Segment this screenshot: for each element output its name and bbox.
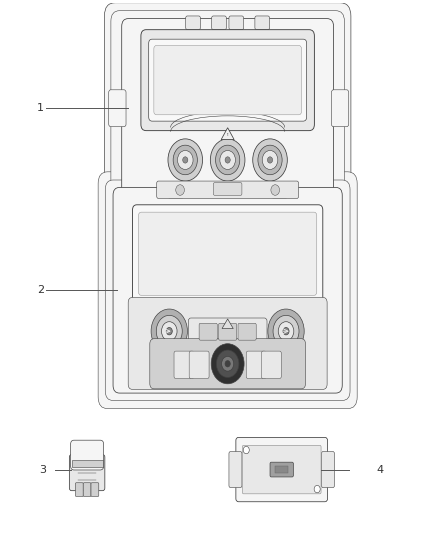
Circle shape bbox=[210, 139, 245, 181]
Text: 3: 3 bbox=[39, 465, 46, 474]
FancyBboxPatch shape bbox=[98, 172, 357, 409]
Circle shape bbox=[166, 327, 172, 335]
FancyBboxPatch shape bbox=[255, 16, 270, 30]
FancyBboxPatch shape bbox=[71, 461, 102, 467]
FancyBboxPatch shape bbox=[174, 351, 194, 378]
FancyBboxPatch shape bbox=[154, 45, 301, 115]
Circle shape bbox=[151, 309, 187, 353]
FancyBboxPatch shape bbox=[332, 90, 349, 127]
Circle shape bbox=[156, 316, 182, 347]
Circle shape bbox=[183, 157, 188, 163]
Circle shape bbox=[173, 145, 198, 175]
Circle shape bbox=[216, 350, 239, 377]
FancyBboxPatch shape bbox=[157, 181, 299, 198]
FancyBboxPatch shape bbox=[189, 351, 209, 378]
Circle shape bbox=[262, 150, 278, 169]
Text: !: ! bbox=[227, 133, 229, 137]
FancyBboxPatch shape bbox=[219, 324, 237, 340]
FancyBboxPatch shape bbox=[236, 438, 328, 502]
FancyBboxPatch shape bbox=[270, 462, 293, 477]
FancyBboxPatch shape bbox=[168, 187, 184, 198]
FancyBboxPatch shape bbox=[229, 451, 242, 488]
FancyBboxPatch shape bbox=[229, 16, 244, 30]
FancyBboxPatch shape bbox=[246, 351, 266, 378]
Circle shape bbox=[243, 446, 249, 454]
FancyBboxPatch shape bbox=[150, 338, 305, 389]
Circle shape bbox=[176, 185, 184, 195]
FancyBboxPatch shape bbox=[128, 297, 327, 390]
FancyBboxPatch shape bbox=[113, 188, 342, 393]
FancyBboxPatch shape bbox=[242, 445, 321, 494]
FancyBboxPatch shape bbox=[188, 318, 267, 344]
FancyBboxPatch shape bbox=[83, 483, 91, 496]
FancyBboxPatch shape bbox=[261, 351, 281, 378]
FancyBboxPatch shape bbox=[141, 30, 314, 131]
FancyBboxPatch shape bbox=[111, 11, 344, 206]
Polygon shape bbox=[222, 319, 233, 328]
Text: 2: 2 bbox=[37, 285, 44, 295]
Circle shape bbox=[268, 157, 272, 163]
FancyBboxPatch shape bbox=[138, 212, 317, 295]
FancyBboxPatch shape bbox=[212, 16, 226, 30]
FancyBboxPatch shape bbox=[272, 187, 287, 198]
Circle shape bbox=[278, 322, 294, 341]
Circle shape bbox=[211, 344, 244, 384]
FancyBboxPatch shape bbox=[105, 180, 350, 400]
Circle shape bbox=[177, 150, 193, 169]
Circle shape bbox=[222, 357, 234, 371]
Polygon shape bbox=[221, 128, 234, 140]
Circle shape bbox=[283, 327, 289, 335]
Circle shape bbox=[162, 322, 177, 341]
Circle shape bbox=[253, 139, 287, 181]
Circle shape bbox=[225, 361, 230, 367]
Circle shape bbox=[273, 316, 299, 347]
FancyBboxPatch shape bbox=[91, 483, 99, 496]
Circle shape bbox=[258, 145, 282, 175]
Circle shape bbox=[268, 309, 304, 353]
Text: 4: 4 bbox=[376, 465, 383, 474]
FancyBboxPatch shape bbox=[148, 39, 307, 121]
FancyBboxPatch shape bbox=[213, 183, 242, 195]
FancyBboxPatch shape bbox=[238, 324, 256, 340]
Circle shape bbox=[220, 150, 236, 169]
FancyBboxPatch shape bbox=[122, 19, 334, 198]
FancyBboxPatch shape bbox=[75, 483, 83, 496]
FancyBboxPatch shape bbox=[109, 90, 126, 127]
Circle shape bbox=[215, 145, 240, 175]
FancyBboxPatch shape bbox=[199, 324, 217, 340]
Text: 1: 1 bbox=[37, 103, 44, 114]
Circle shape bbox=[314, 486, 320, 493]
FancyBboxPatch shape bbox=[186, 16, 201, 30]
FancyBboxPatch shape bbox=[69, 455, 105, 491]
Circle shape bbox=[271, 185, 279, 195]
FancyBboxPatch shape bbox=[133, 205, 323, 303]
Circle shape bbox=[168, 139, 202, 181]
FancyBboxPatch shape bbox=[104, 3, 351, 214]
FancyBboxPatch shape bbox=[276, 466, 288, 473]
FancyBboxPatch shape bbox=[321, 451, 335, 488]
Circle shape bbox=[225, 157, 230, 163]
FancyBboxPatch shape bbox=[71, 440, 104, 470]
